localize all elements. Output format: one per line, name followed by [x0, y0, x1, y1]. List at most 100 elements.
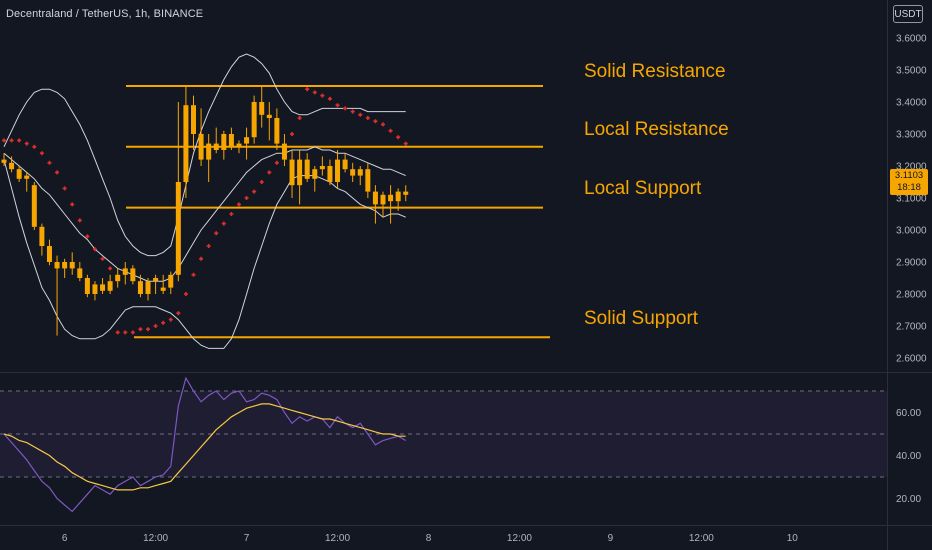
candle: [107, 274, 113, 294]
candle-body: [388, 194, 394, 202]
candle: [357, 166, 363, 186]
sar-point: [138, 327, 143, 332]
level-label-solid-resistance: Solid Resistance: [584, 61, 726, 82]
candle-body: [357, 169, 363, 176]
candle: [54, 255, 60, 336]
candle-body: [69, 262, 75, 269]
sar-point: [39, 151, 44, 156]
sar-point: [343, 106, 348, 111]
candle: [236, 140, 242, 154]
candle: [266, 102, 272, 141]
candle-body: [183, 105, 189, 182]
candle-body: [297, 159, 303, 186]
candle: [228, 127, 234, 150]
candle: [281, 134, 287, 166]
sar-point: [108, 266, 113, 271]
sar-point: [176, 311, 181, 316]
candle-body: [16, 169, 22, 179]
candle-body: [198, 134, 204, 160]
sar-point: [236, 202, 241, 207]
currency-badge[interactable]: USDT: [893, 5, 923, 23]
candle-body: [274, 118, 280, 144]
sar-point: [388, 128, 393, 133]
symbol-legend[interactable]: Decentraland / TetherUS, 1h, BINANCE: [6, 8, 204, 20]
candle: [395, 188, 401, 211]
candle-body: [395, 191, 401, 202]
candle: [191, 95, 196, 150]
bar-countdown: 18:18: [897, 182, 921, 193]
candle-body: [100, 284, 106, 291]
time-tick-label: 12:00: [507, 533, 532, 544]
sar-point: [130, 330, 135, 335]
oscillator-line: [3, 376, 406, 513]
candle-body: [9, 162, 15, 170]
candle-body: [145, 281, 151, 294]
candle-body: [206, 143, 212, 160]
bollinger-basis-line: [3, 146, 406, 282]
sar-point: [396, 135, 401, 140]
candle-body: [107, 281, 113, 291]
sar-point: [312, 90, 317, 95]
candle: [1, 153, 7, 166]
sar-point: [350, 109, 355, 114]
time-tick-label: 7: [244, 533, 250, 544]
candle: [100, 278, 106, 294]
candles-layer: [1, 86, 409, 336]
price-tick-label: 2.6000: [896, 354, 927, 365]
candle: [251, 95, 257, 144]
candle-body: [62, 262, 68, 269]
candle: [46, 239, 52, 266]
sar-point: [199, 256, 204, 261]
candle: [304, 153, 310, 182]
time-tick-label: 9: [608, 533, 614, 544]
candle: [335, 150, 341, 189]
candle: [183, 86, 189, 198]
rsi-band-layer: [0, 390, 887, 478]
sar-point: [47, 160, 52, 165]
price-tick-label: 3.3000: [896, 130, 927, 141]
oscillator-lines-layer: [3, 376, 406, 513]
sar-point: [153, 324, 158, 328]
sar-point: [252, 189, 257, 194]
candle: [274, 108, 280, 150]
candle-body: [244, 137, 250, 144]
sar-point: [335, 103, 340, 108]
sar-point: [183, 292, 188, 296]
sar-point: [168, 317, 173, 322]
sar-point: [403, 141, 408, 146]
candle: [62, 258, 68, 278]
candle: [372, 185, 378, 224]
sar-point: [123, 330, 128, 335]
candle: [297, 150, 303, 205]
bollinger-upper-line: [3, 53, 406, 257]
candle-body: [84, 278, 90, 294]
candle: [84, 274, 90, 298]
sar-point: [55, 170, 60, 175]
sar-point: [206, 244, 211, 248]
time-tick-label: 12:00: [325, 533, 350, 544]
sar-point: [365, 116, 370, 120]
candle: [77, 262, 83, 282]
sar-point: [244, 196, 249, 200]
sar-point: [70, 202, 75, 207]
candle-body: [168, 274, 174, 288]
time-tick-label: 8: [426, 533, 432, 544]
candle-body: [281, 143, 287, 160]
sar-point: [92, 247, 97, 252]
price-tick-label: 3.0000: [896, 226, 927, 237]
time-tick-label: 10: [787, 533, 799, 544]
candle: [175, 102, 181, 282]
sar-point: [267, 170, 272, 175]
time-tick-label: 12:00: [143, 533, 168, 544]
candle-body: [213, 143, 219, 150]
candle: [350, 162, 356, 182]
candle-body: [175, 182, 181, 275]
candle-body: [350, 169, 356, 176]
candle-body: [54, 262, 60, 269]
candle-body: [289, 159, 295, 186]
candle: [168, 271, 174, 294]
candle-body: [160, 287, 166, 291]
sar-point: [62, 186, 67, 191]
